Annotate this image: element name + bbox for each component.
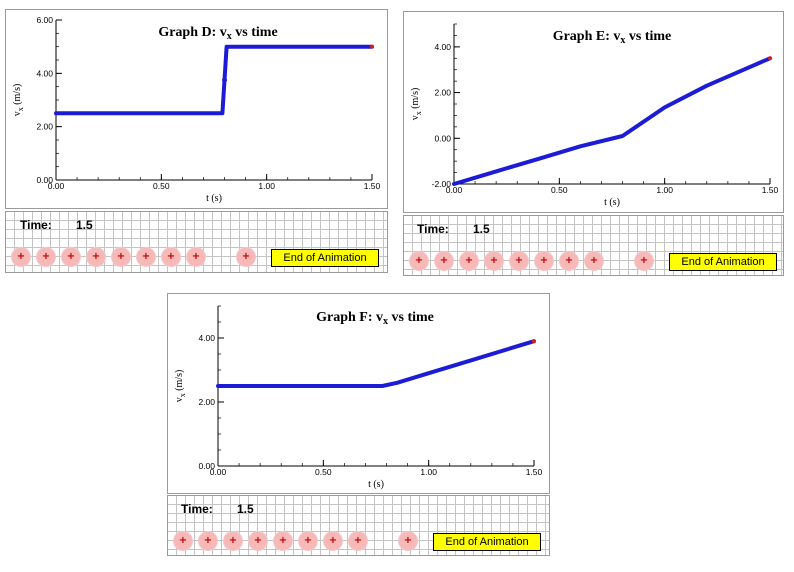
time-label: Time: xyxy=(20,218,52,232)
x-tick-label: 0.50 xyxy=(315,467,332,477)
x-tick-label: 1.50 xyxy=(364,181,381,191)
y-axis-label: vx (m/s) xyxy=(410,88,423,121)
time-value: 1.5 xyxy=(237,502,254,516)
ball-marker xyxy=(62,248,80,266)
ball-marker xyxy=(399,532,417,550)
x-tick-label: 0.00 xyxy=(446,185,463,195)
graph-d-chart: 0.00 0.50 1.00 1.50 0.00 2.00 4.00 6.00 Graph D:… xyxy=(12,15,381,204)
graph-f-chart: 0.00 0.50 1.00 1.50 0.00 2.00 4.00 Graph F: vx … xyxy=(174,305,543,490)
end-point xyxy=(370,44,374,49)
x-tick-label: 0.00 xyxy=(48,181,65,191)
time-label: Time: xyxy=(417,222,449,236)
y-tick-label: 0.00 xyxy=(36,175,53,185)
ball-marker xyxy=(560,252,578,270)
end-of-animation-button[interactable]: End of Animation xyxy=(433,533,541,551)
y-axis-label: vx (m/s) xyxy=(12,84,25,117)
end-of-animation-button[interactable]: End of Animation xyxy=(669,253,777,271)
chart-title: Graph F: vx vs time xyxy=(316,310,434,327)
data-point xyxy=(222,77,228,83)
end-of-animation-button[interactable]: End of Animation xyxy=(271,249,379,267)
chart-title: Graph D: vx vs time xyxy=(158,25,277,42)
y-tick-label: 2.00 xyxy=(198,397,215,407)
y-tick-label: 4.00 xyxy=(36,68,53,78)
time-value: 1.5 xyxy=(473,222,490,236)
y-tick-label: 4.00 xyxy=(198,333,215,343)
x-tick-label: 0.00 xyxy=(210,467,227,477)
ball-marker xyxy=(460,252,478,270)
graph-d-panel: 0.00 0.50 1.00 1.50 0.00 2.00 4.00 6.00 Graph D:… xyxy=(5,9,388,209)
ball-marker xyxy=(324,532,342,550)
animation-f-panel: Time: 1.5 End of Animation xyxy=(167,495,550,556)
x-axis-label: t (s) xyxy=(604,197,620,208)
data-line xyxy=(216,339,536,388)
ball-marker xyxy=(37,248,55,266)
x-tick-label: 0.50 xyxy=(153,181,170,191)
ball-marker xyxy=(224,532,242,550)
ball-marker xyxy=(12,248,30,266)
ball-marker xyxy=(585,252,603,270)
ball-marker xyxy=(274,532,292,550)
y-tick-label: 4.00 xyxy=(434,42,451,52)
chart-title: Graph E: vx vs time xyxy=(553,29,672,46)
ball-marker xyxy=(435,252,453,270)
data-line xyxy=(452,56,772,186)
x-tick-label: 1.50 xyxy=(762,185,779,195)
ball-marker xyxy=(187,248,205,266)
ball-marker xyxy=(635,252,653,270)
y-tick-label: 2.00 xyxy=(36,122,53,132)
x-tick-label: 1.00 xyxy=(258,181,275,191)
ball-marker xyxy=(174,532,192,550)
y-tick-label: -2.00 xyxy=(432,179,452,189)
ball-marker xyxy=(410,252,428,270)
animation-d-panel: Time: 1.5 End of Animation xyxy=(5,211,388,273)
ball-marker xyxy=(299,532,317,550)
ball-marker xyxy=(162,248,180,266)
y-tick-label: 0.00 xyxy=(434,133,451,143)
y-tick-label: 2.00 xyxy=(434,88,451,98)
animation-e-panel: Time: 1.5 End of Animation xyxy=(403,215,784,276)
graph-e-panel: 0.00 0.50 1.00 1.50 -2.00 0.00 2.00 4.00 Graph E… xyxy=(403,11,784,213)
x-tick-label: 0.50 xyxy=(551,185,568,195)
x-tick-label: 1.50 xyxy=(526,467,543,477)
ball-marker xyxy=(349,532,367,550)
y-tick-label: 0.00 xyxy=(198,461,215,471)
x-axis-label: t (s) xyxy=(206,193,222,204)
data-line xyxy=(54,44,374,116)
ball-marker xyxy=(87,248,105,266)
time-label: Time: xyxy=(181,502,213,516)
ball-marker xyxy=(237,248,255,266)
x-axis-label: t (s) xyxy=(368,479,384,490)
y-axis-label: vx (m/s) xyxy=(174,370,187,403)
ball-marker xyxy=(137,248,155,266)
ball-marker xyxy=(199,532,217,550)
ball-marker xyxy=(535,252,553,270)
end-point xyxy=(768,56,772,61)
ball-marker xyxy=(112,248,130,266)
x-tick-label: 1.00 xyxy=(420,467,437,477)
x-tick-label: 1.00 xyxy=(656,185,673,195)
ball-marker xyxy=(510,252,528,270)
graph-f-panel: 0.00 0.50 1.00 1.50 0.00 2.00 4.00 Graph F: vx … xyxy=(167,293,550,494)
end-point xyxy=(532,339,536,344)
time-value: 1.5 xyxy=(76,218,93,232)
y-tick-label: 6.00 xyxy=(36,15,53,25)
ball-marker xyxy=(249,532,267,550)
ball-marker xyxy=(485,252,503,270)
